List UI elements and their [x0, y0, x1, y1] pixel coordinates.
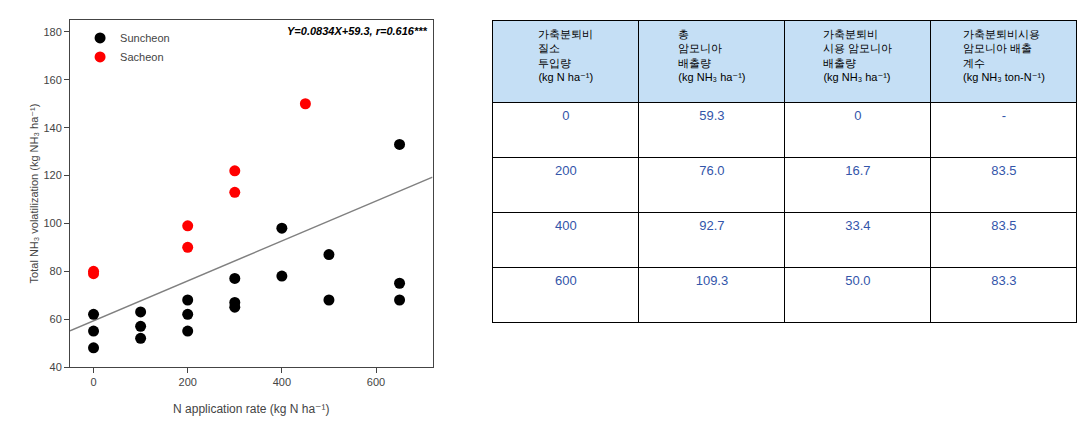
svg-text:83.5: 83.5: [991, 163, 1016, 178]
svg-text:Total NH₃ volatilization (kg N: Total NH₃ volatilization (kg NH₃ ha⁻¹): [28, 104, 40, 284]
svg-text:59.3: 59.3: [699, 108, 724, 123]
svg-text:가축분퇴비시용암모니아 배출계수(kg NH₃ ton-N⁻: 가축분퇴비시용암모니아 배출계수(kg NH₃ ton-N⁻¹): [963, 28, 1045, 83]
svg-text:180: 180: [43, 26, 61, 38]
svg-text:400: 400: [555, 218, 577, 233]
svg-text:0: 0: [90, 376, 96, 388]
svg-text:600: 600: [555, 273, 577, 288]
svg-text:33.4: 33.4: [845, 218, 870, 233]
svg-text:83.3: 83.3: [991, 273, 1016, 288]
svg-text:140: 140: [43, 122, 61, 134]
svg-text:100: 100: [43, 217, 61, 229]
svg-text:-: -: [1002, 108, 1006, 123]
svg-text:총암모니아배출량(kg NH₃ ha⁻¹): 총암모니아배출량(kg NH₃ ha⁻¹): [678, 28, 745, 83]
svg-text:가축분퇴비시용 암모니아배출량(kg NH₃ ha⁻¹): 가축분퇴비시용 암모니아배출량(kg NH₃ ha⁻¹): [823, 28, 892, 83]
svg-text:0: 0: [854, 108, 861, 123]
svg-text:Suncheon: Suncheon: [120, 32, 170, 44]
svg-text:160: 160: [43, 74, 61, 86]
svg-text:N application rate (kg N ha⁻¹): N application rate (kg N ha⁻¹): [173, 402, 329, 416]
svg-text:600: 600: [367, 376, 385, 388]
svg-text:76.0: 76.0: [699, 163, 724, 178]
svg-text:16.7: 16.7: [845, 163, 870, 178]
svg-text:0: 0: [562, 108, 569, 123]
svg-text:Y=0.0834X+59.3, r=0.616***: Y=0.0834X+59.3, r=0.616***: [287, 25, 427, 37]
svg-text:83.5: 83.5: [991, 218, 1016, 233]
svg-text:Sacheon: Sacheon: [120, 51, 163, 63]
svg-text:200: 200: [555, 163, 577, 178]
svg-text:50.0: 50.0: [845, 273, 870, 288]
svg-text:60: 60: [50, 313, 62, 325]
svg-text:400: 400: [273, 376, 291, 388]
svg-text:120: 120: [43, 169, 61, 181]
svg-text:80: 80: [50, 265, 62, 277]
svg-text:40: 40: [50, 361, 62, 373]
svg-text:가축분퇴비질소투입량(kg N ha⁻¹): 가축분퇴비질소투입량(kg N ha⁻¹): [538, 28, 593, 83]
svg-text:92.7: 92.7: [699, 218, 724, 233]
svg-text:109.3: 109.3: [696, 273, 729, 288]
svg-text:200: 200: [179, 376, 197, 388]
